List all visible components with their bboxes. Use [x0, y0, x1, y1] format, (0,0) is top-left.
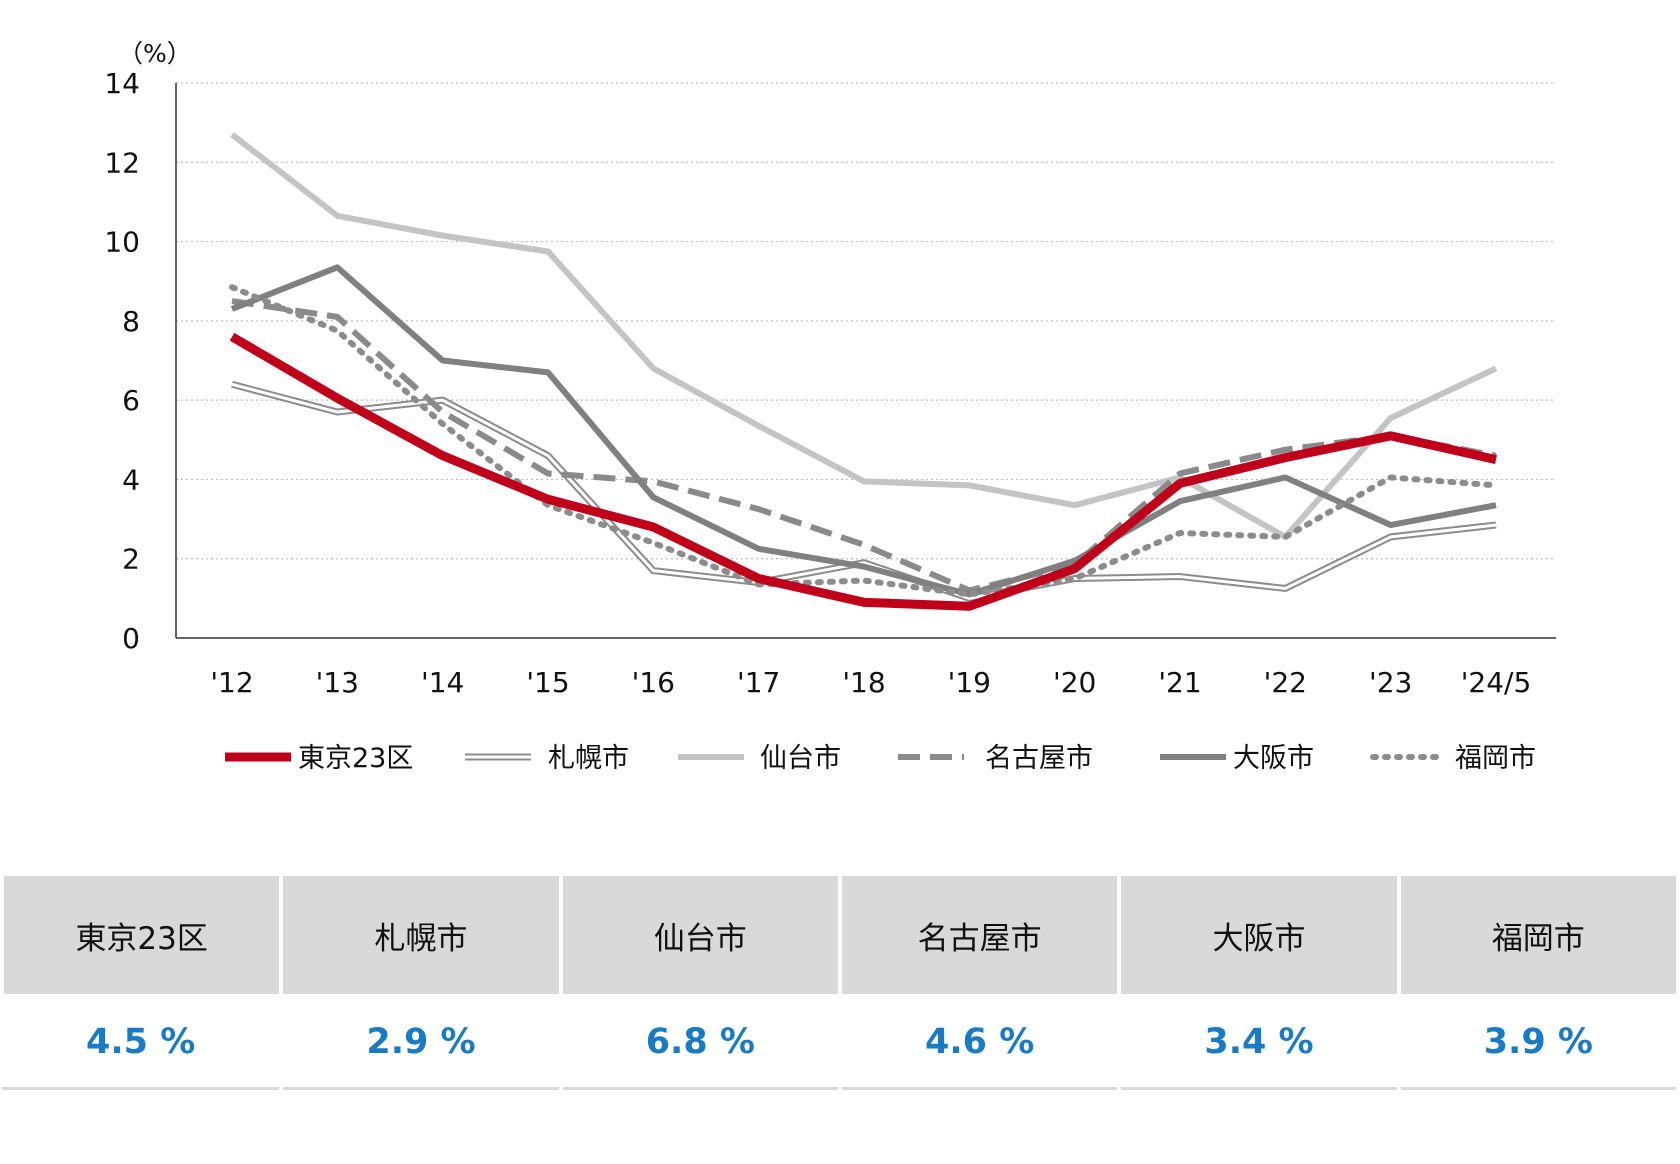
- summary-header-cell: 大阪市: [1117, 876, 1401, 996]
- summary-header-cell: 札幌市: [279, 876, 563, 996]
- legend-label: 東京23区: [298, 743, 413, 774]
- x-tick-label: '18: [842, 666, 885, 699]
- summary-header-cell: 仙台市: [558, 876, 842, 996]
- legend-label: 札幌市: [548, 743, 629, 774]
- y-tick-label: 10: [104, 226, 140, 259]
- series-lines: [229, 132, 1499, 611]
- series-line: [230, 264, 1497, 598]
- summary-value-cell: 2.9 %: [279, 994, 563, 1089]
- summary-value-cell: 3.9 %: [1397, 994, 1680, 1089]
- series-札幌市: [231, 380, 1497, 602]
- legend-label: 福岡市: [1455, 743, 1536, 774]
- legend-item: 名古屋市: [898, 743, 1093, 774]
- y-tick-label: 4: [122, 463, 140, 496]
- y-tick-label: 0: [122, 622, 140, 655]
- series-仙台市: [230, 132, 1498, 540]
- x-tick-label: '20: [1053, 666, 1096, 699]
- y-tick-label: 2: [122, 543, 140, 576]
- x-tick-labels: '12 '13 '14 '15 '16 '17 '18 '19 '20 '21 '22 '23 '24/…: [210, 666, 1531, 699]
- y-unit-label: （%）: [118, 39, 192, 68]
- summary-value-cell: 4.5 %: [2, 994, 284, 1089]
- x-tick-label: '22: [1264, 666, 1307, 699]
- legend-label: 大阪市: [1233, 743, 1314, 774]
- legend-item: 福岡市: [1370, 743, 1536, 774]
- summary-header-row: 東京23区 札幌市 仙台市 名古屋市 大阪市 福岡市: [0, 876, 1680, 996]
- summary-value-cell: 3.4 %: [1117, 994, 1401, 1089]
- x-tick-label: '12: [210, 666, 253, 699]
- line-chart: （%） 0 2 4 6 8 10 12 14 '12 '13 '14 '15 '16 '17 '18 '19…: [104, 39, 1556, 774]
- legend-label: 仙台市: [760, 743, 841, 774]
- grid-lines: [176, 82, 1556, 560]
- y-tick-labels: 0 2 4 6 8 10 12 14: [104, 67, 140, 655]
- legend-item: 仙台市: [678, 743, 841, 774]
- series-東京23区: [229, 332, 1497, 611]
- legend: 東京23区 札幌市 仙台市 名古屋市 大阪市 福岡市: [225, 743, 1536, 774]
- summary-header-cell: 名古屋市: [837, 876, 1122, 996]
- y-tick-label: 14: [104, 67, 140, 100]
- series-大阪市: [230, 264, 1497, 598]
- y-tick-label: 6: [122, 384, 140, 417]
- x-tick-label: '24/5: [1461, 666, 1532, 699]
- axes: [175, 83, 1556, 639]
- x-tick-label: '15: [526, 666, 569, 699]
- summary-header-cell: 東京23区: [0, 876, 284, 996]
- x-tick-label: '17: [737, 666, 780, 699]
- x-tick-label: '14: [421, 666, 464, 699]
- x-tick-label: '13: [316, 666, 359, 699]
- legend-item: 札幌市: [465, 743, 629, 774]
- y-tick-label: 12: [104, 146, 140, 179]
- x-tick-label: '16: [632, 666, 675, 699]
- summary-table: 東京23区 札幌市 仙台市 名古屋市 大阪市 福岡市 4.5 % 2.9 % 6…: [0, 876, 1680, 1090]
- series-line: [230, 132, 1498, 540]
- y-tick-label: 8: [122, 305, 140, 338]
- legend-item: 東京23区: [225, 743, 413, 774]
- summary-value-cell: 6.8 %: [559, 994, 842, 1089]
- x-tick-label: '21: [1158, 666, 1201, 699]
- x-tick-label: '23: [1369, 666, 1412, 699]
- legend-label: 名古屋市: [985, 743, 1093, 774]
- summary-header-cell: 福岡市: [1396, 876, 1680, 996]
- x-tick-label: '19: [948, 666, 991, 699]
- series-福岡市: [229, 284, 1499, 598]
- summary-value-cell: 4.6 %: [838, 994, 1122, 1089]
- legend-item: 大阪市: [1160, 743, 1314, 774]
- summary-value-row: 4.5 % 2.9 % 6.8 % 4.6 % 3.4 % 3.9 %: [2, 994, 1680, 1089]
